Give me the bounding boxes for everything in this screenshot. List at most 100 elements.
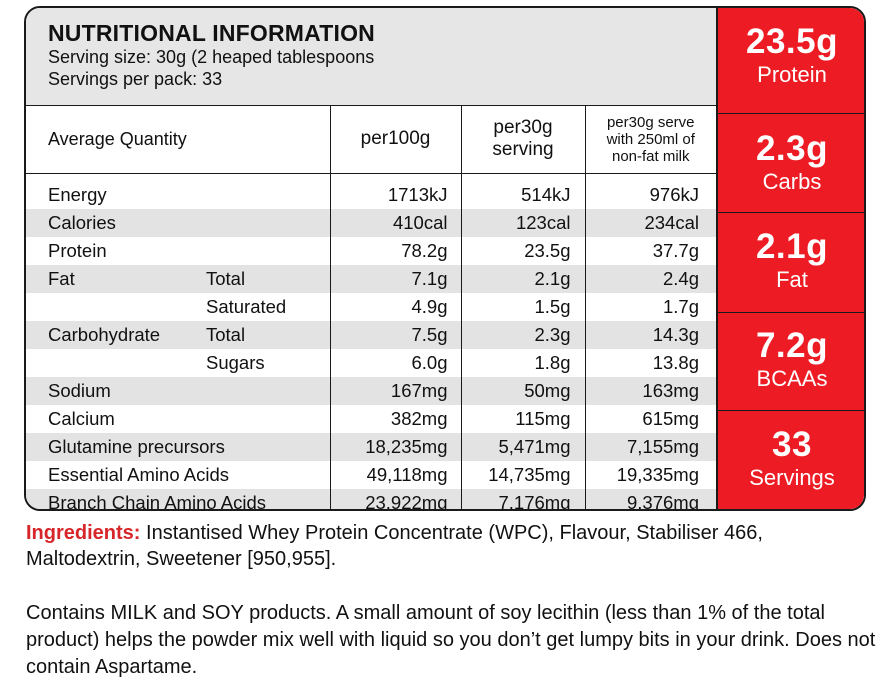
header-with-milk: per30g serve with 250ml of non-fat milk [584, 106, 716, 174]
table-row: Sugars 6.0g 1.8g 13.8g [26, 349, 716, 377]
row-nutrient-group: Sugars [26, 349, 330, 377]
row-with-milk: 1.7g [584, 293, 716, 321]
row-per30g: 5,471mg [460, 433, 585, 461]
row-nutrient-group: Carbohydrate Total [26, 321, 330, 349]
row-per30g: 123cal [460, 209, 585, 237]
row-subtype: Sugars [206, 352, 265, 373]
row-per30g: 2.3g [460, 321, 585, 349]
row-with-milk: 234cal [584, 209, 716, 237]
row-per100g: 7.1g [329, 265, 461, 293]
highlight-label: Servings [749, 465, 835, 490]
row-per100g: 382mg [329, 405, 461, 433]
highlight-value: 7.2g [755, 326, 829, 365]
row-with-milk: 13.8g [584, 349, 716, 377]
ingredients-text: Instantised Whey Protein Concentrate (WP… [26, 522, 763, 570]
highlight-fat: 2.1g Fat [718, 212, 864, 312]
allergen-note: Contains MILK and SOY products. A small … [26, 602, 876, 678]
row-per30g: 514kJ [460, 173, 585, 209]
row-per100g: 167mg [329, 377, 461, 405]
row-with-milk: 2.4g [584, 265, 716, 293]
row-per30g: 50mg [460, 377, 585, 405]
table-row: Fat Total 7.1g 2.1g 2.4g [26, 265, 716, 293]
row-with-milk: 976kJ [584, 173, 716, 209]
highlight-label: Carbs [762, 169, 822, 194]
table-row: Calcium 382mg 115mg 615mg [26, 405, 716, 433]
table-row: Essential Amino Acids 49,118mg 14,735mg … [26, 461, 716, 489]
table-header-row: Average Quantity per100g per30g serving … [26, 106, 716, 174]
serving-size: Serving size: 30g (2 heaped tablespoons [48, 47, 375, 67]
table-row: Energy 1713kJ 514kJ 976kJ [26, 173, 716, 209]
row-with-milk: 14.3g [584, 321, 716, 349]
row-with-milk: 37.7g [584, 237, 716, 265]
row-nutrient: Glutamine precursors [26, 433, 330, 461]
row-per30g: 14,735mg [460, 461, 585, 489]
row-subtype: Total [206, 324, 246, 345]
row-nutrient: Fat [48, 268, 75, 289]
row-with-milk: 7,155mg [584, 433, 716, 461]
row-per30g: 1.8g [460, 349, 585, 377]
header-per100g: per100g [329, 106, 461, 174]
nutrition-panel: NUTRITIONAL INFORMATION Serving size: 30… [24, 6, 866, 511]
row-per100g: 410cal [329, 209, 461, 237]
row-per30g: 115mg [460, 405, 585, 433]
row-with-milk: 9,376mg [584, 489, 716, 509]
highlight-servings: 33 Servings [718, 410, 864, 509]
row-per100g: 7.5g [329, 321, 461, 349]
header-per30g-line2: serving [492, 139, 554, 161]
highlight-label: BCAAs [756, 366, 828, 391]
highlight-carbs: 2.3g Carbs [718, 113, 864, 212]
table-row: Saturated 4.9g 1.5g 1.7g [26, 293, 716, 321]
table-row: Carbohydrate Total 7.5g 2.3g 14.3g [26, 321, 716, 349]
panel-header: NUTRITIONAL INFORMATION Serving size: 30… [26, 8, 716, 106]
ingredients-label: Ingredients: [26, 522, 141, 544]
row-per100g: 78.2g [329, 237, 461, 265]
highlight-value: 23.5g [746, 22, 838, 61]
row-nutrient: Carbohydrate [48, 324, 161, 345]
row-nutrient: Protein [48, 240, 107, 261]
row-nutrient: Branch Chain Amino Acids [26, 489, 330, 509]
table-row: Sodium 167mg 50mg 163mg [26, 377, 716, 405]
row-per100g: 1713kJ [329, 173, 461, 209]
highlight-value: 2.1g [755, 227, 829, 266]
row-nutrient: Calcium [48, 408, 115, 429]
row-subtype: Saturated [206, 296, 287, 317]
row-per100g: 6.0g [329, 349, 461, 377]
highlights-column: 23.5g Protein 2.3g Carbs 2.1g Fat 7.2g B… [716, 8, 864, 509]
row-nutrient-group: Fat Total [26, 265, 330, 293]
row-per30g: 23.5g [460, 237, 585, 265]
header-average-quantity: Average Quantity [26, 106, 330, 174]
header-with-milk-line1: per30g serve [606, 113, 695, 131]
row-per100g: 49,118mg [329, 461, 461, 489]
row-subtype: Total [206, 268, 246, 289]
row-per30g: 2.1g [460, 265, 585, 293]
table-row: Protein 78.2g 23.5g 37.7g [26, 237, 716, 265]
highlight-bcaas: 7.2g BCAAs [718, 312, 864, 410]
nutrition-table: Average Quantity per100g per30g serving … [26, 106, 716, 509]
highlight-value: 33 [772, 425, 812, 464]
row-per30g: 1.5g [460, 293, 585, 321]
row-nutrient-group: Saturated [26, 293, 330, 321]
row-nutrient: Calories [26, 209, 330, 237]
ingredients-paragraph: Ingredients: Instantised Whey Protein Co… [26, 520, 876, 572]
servings-per-pack: Servings per pack: 33 [48, 69, 223, 89]
highlight-value: 2.3g [755, 129, 829, 168]
table-row: Calories 410cal 123cal 234cal [26, 209, 716, 237]
table-row: Branch Chain Amino Acids 23,922mg 7,176m… [26, 489, 716, 509]
row-nutrient: Essential Amino Acids [48, 464, 229, 485]
row-per100g: 18,235mg [329, 433, 461, 461]
header-with-milk-line3: non-fat milk [611, 147, 690, 165]
row-with-milk: 615mg [584, 405, 716, 433]
header-with-milk-line2: with 250ml of [606, 130, 695, 148]
row-nutrient: Sodium [26, 377, 330, 405]
row-with-milk: 163mg [584, 377, 716, 405]
panel-title: NUTRITIONAL INFORMATION [48, 20, 375, 46]
row-with-milk: 19,335mg [584, 461, 716, 489]
highlight-label: Protein [757, 62, 827, 87]
row-per100g: 23,922mg [329, 489, 461, 509]
header-per30g-line1: per30g [493, 117, 553, 139]
highlight-protein: 23.5g Protein [718, 8, 864, 113]
highlight-label: Fat [776, 267, 808, 292]
row-nutrient: Energy [48, 184, 107, 206]
row-per30g: 7,176mg [460, 489, 585, 509]
row-per100g: 4.9g [329, 293, 461, 321]
